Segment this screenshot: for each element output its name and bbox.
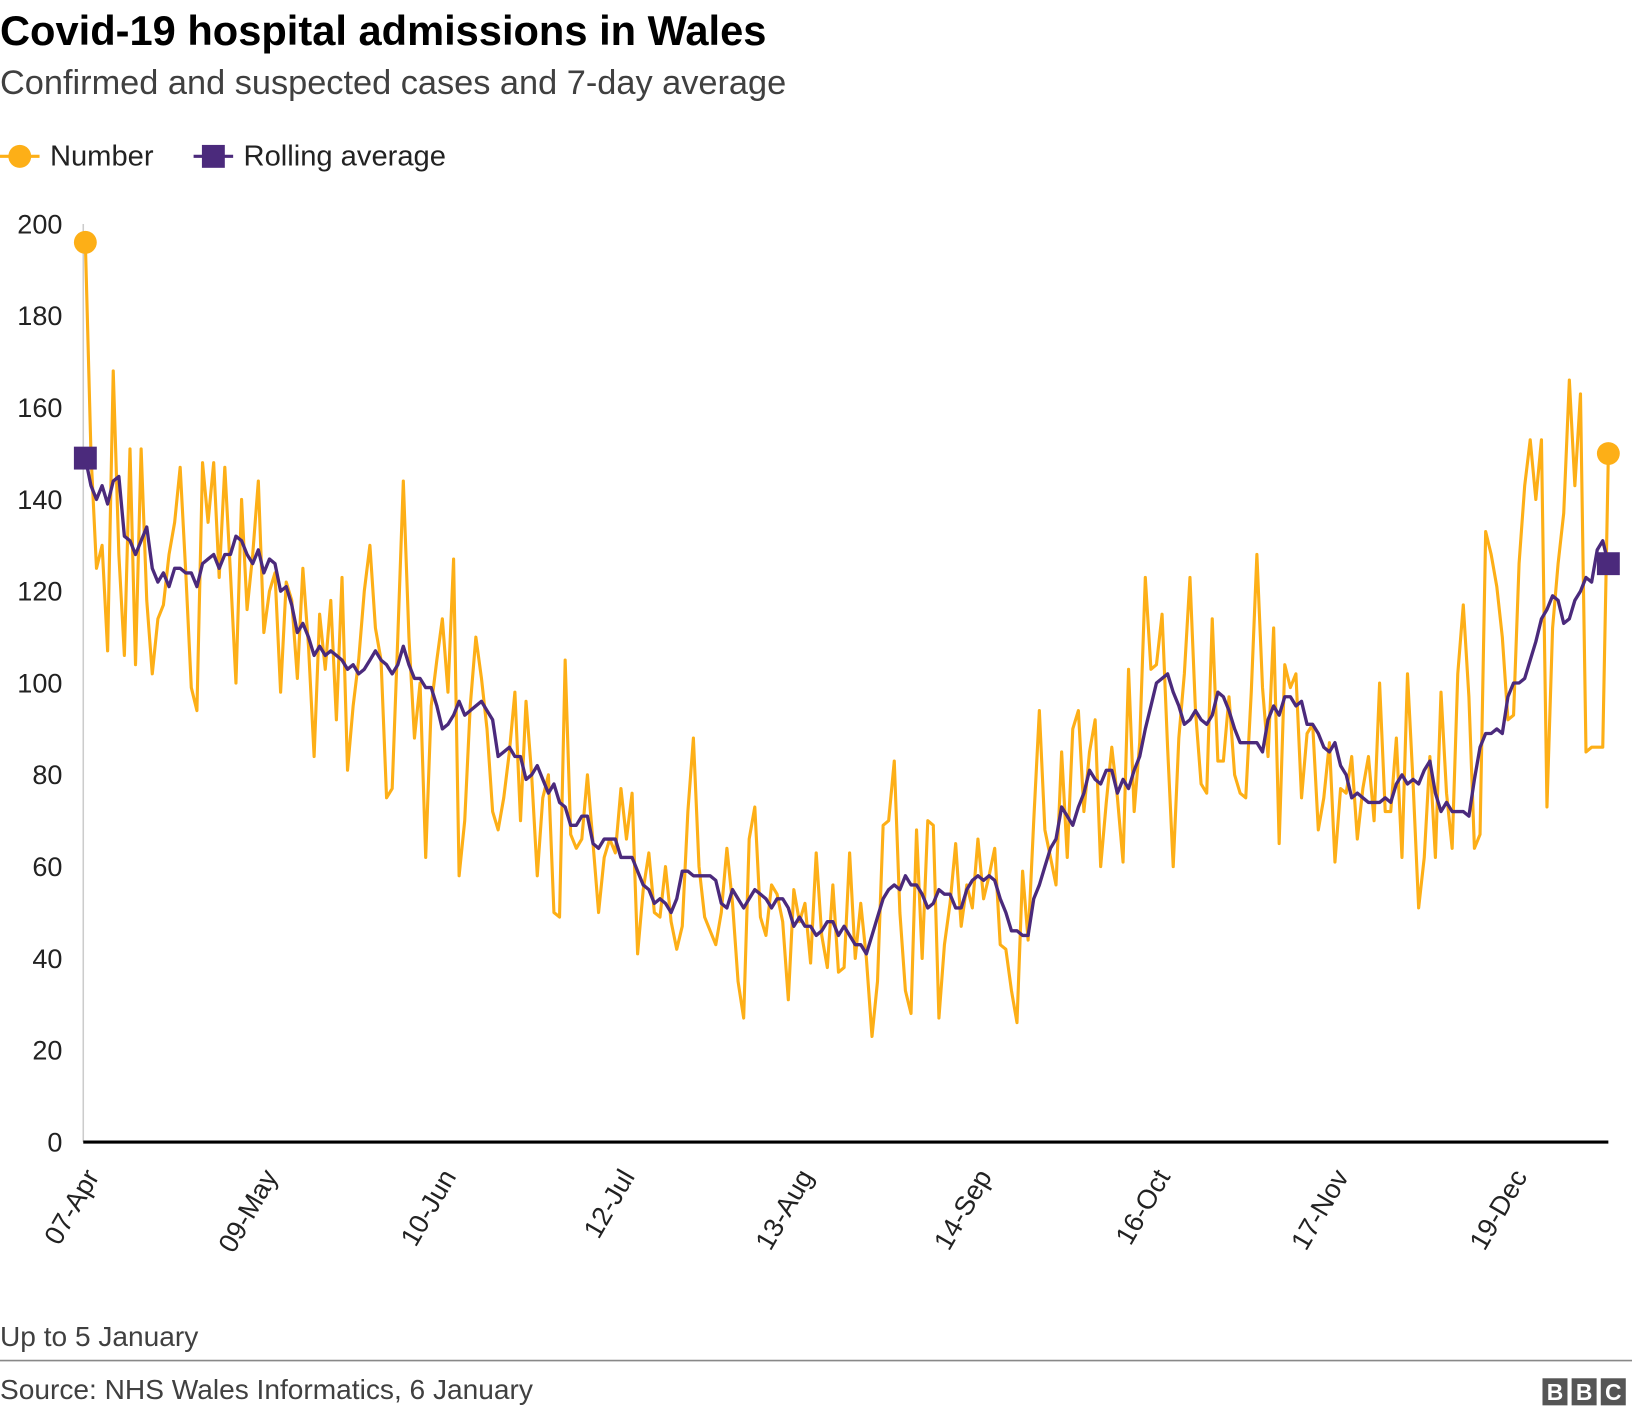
y-tick-label: 180 xyxy=(17,301,62,331)
svg-text:B: B xyxy=(1547,1379,1564,1405)
x-tick-label: 12-Jul xyxy=(578,1164,641,1243)
y-tick-label: 140 xyxy=(17,485,62,515)
footnote: Up to 5 January xyxy=(0,1321,198,1352)
x-tick-label: 14-Sep xyxy=(928,1164,998,1255)
chart-title: Covid-19 hospital admissions in Wales xyxy=(0,7,766,54)
x-tick-label: 17-Nov xyxy=(1285,1164,1355,1255)
legend-marker-square-icon xyxy=(201,144,225,168)
y-tick-label: 160 xyxy=(17,393,62,423)
x-tick-label: 19-Dec xyxy=(1464,1164,1534,1255)
x-axis: 07-Apr 09-May 10-Jun 12-Jul 13-Aug 14-Sep 16-O… xyxy=(39,1140,1609,1258)
y-tick-label: 100 xyxy=(17,668,62,698)
source-text: Source: NHS Wales Informatics, 6 January xyxy=(0,1374,533,1405)
y-tick-label: 120 xyxy=(17,577,62,607)
y-tick-label: 200 xyxy=(17,209,62,239)
svg-text:B: B xyxy=(1576,1379,1593,1405)
legend-item-rolling-average: Rolling average xyxy=(193,141,446,173)
plot-area xyxy=(73,230,1620,1039)
series-line-rolling-average xyxy=(83,457,1610,956)
x-tick-label: 09-May xyxy=(213,1164,284,1258)
x-tick-label: 16-Oct xyxy=(1110,1164,1177,1250)
y-tick-label: 60 xyxy=(32,852,62,882)
data-point-rolling-average xyxy=(1596,552,1620,576)
legend-label-number: Number xyxy=(50,141,154,173)
data-point-number xyxy=(73,230,97,254)
legend-label-rolling-average: Rolling average xyxy=(244,141,446,173)
y-axis: 0 20 40 60 80 100 120 140 160 180 200 xyxy=(17,209,85,1157)
x-tick-label: 13-Aug xyxy=(750,1164,820,1255)
x-tick-label: 10-Jun xyxy=(395,1164,462,1251)
legend: Number Rolling average xyxy=(0,141,446,173)
legend-item-number: Number xyxy=(0,141,154,173)
bbc-logo: B B C xyxy=(1542,1378,1626,1406)
series-line-number xyxy=(83,242,1610,1039)
chart-subtitle: Confirmed and suspected cases and 7-day … xyxy=(0,64,786,102)
svg-text:C: C xyxy=(1605,1379,1622,1405)
y-tick-label: 20 xyxy=(32,1036,62,1066)
data-point-rolling-average xyxy=(73,446,97,470)
data-point-number xyxy=(1596,442,1620,465)
y-tick-label: 40 xyxy=(32,944,62,974)
y-tick-label: 80 xyxy=(32,760,62,790)
x-tick-label: 07-Apr xyxy=(39,1164,106,1249)
y-tick-label: 0 xyxy=(47,1127,62,1157)
legend-marker-circle-icon xyxy=(8,144,32,168)
